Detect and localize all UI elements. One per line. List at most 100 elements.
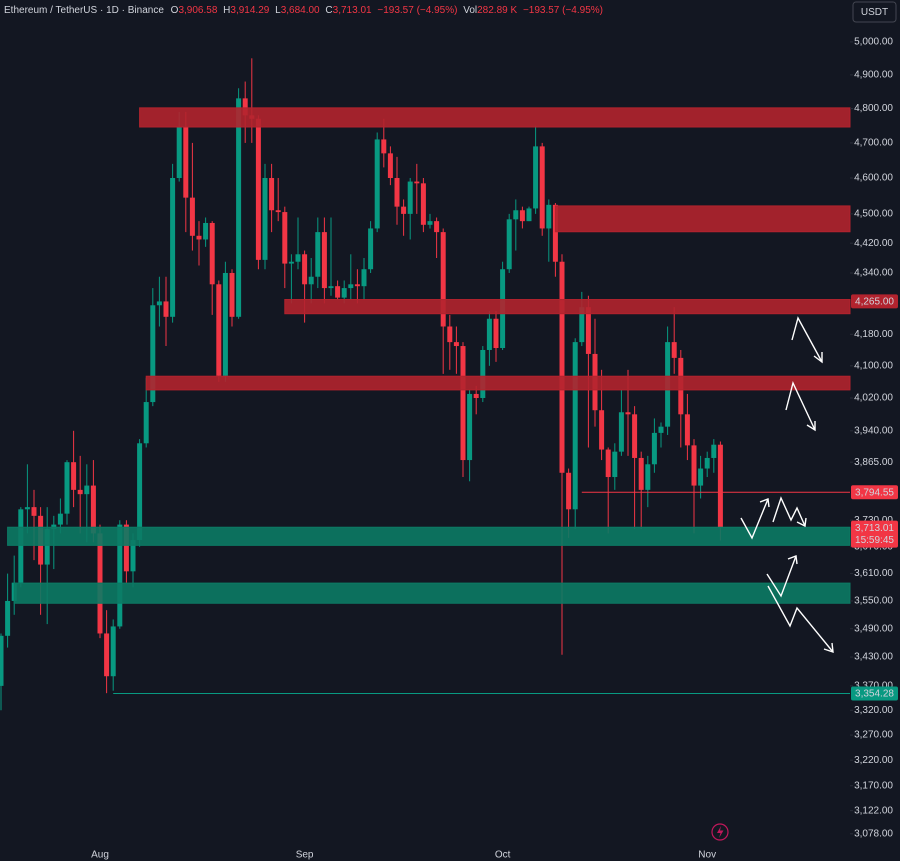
candle-body [513,210,519,220]
candle-body [216,284,222,376]
y-tick-label: 4,420.00 [854,238,893,249]
candle-body [447,326,453,343]
last-price-label: 3,713.01 [855,523,894,534]
candle-body [269,178,275,211]
candle-body [566,472,572,510]
arrow [772,496,806,527]
candle-body [163,301,169,317]
field-value: 3,906.58 [178,5,217,16]
volume: 282.89 K [477,5,517,16]
candle-body [704,457,710,469]
candle-body [189,197,195,236]
arrow-head [787,555,798,565]
candle-body [5,600,11,636]
candle-body [467,393,473,461]
alert-icon[interactable] [711,823,729,841]
candle-body [711,444,717,458]
candle-body [684,414,690,446]
candle-body [427,221,433,225]
candle-body [242,98,248,116]
y-tick-label: 4,500.00 [854,209,893,220]
y-tick-label: 3,940.00 [854,425,893,436]
candle-body [348,284,354,289]
candle-body [368,228,374,270]
candle-body [176,127,182,179]
candle-body [559,261,565,473]
candle-body [84,485,90,495]
x-tick-label: Nov [698,850,716,861]
icon-circle[interactable] [711,823,729,841]
candle-body [321,232,327,289]
candle-body [24,507,30,510]
candle-body [374,139,380,229]
currency-label[interactable]: USDT [861,7,888,18]
y-tick-label: 3,430.00 [854,652,893,663]
legend-header: Ethereum / TetherUS · 1D · Binance O3,90… [4,5,603,16]
candle-body [526,208,532,222]
y-tick-label: 3,170.00 [854,780,893,791]
candle-body [605,449,611,478]
price-label-box [851,485,898,500]
candle-body [407,181,413,214]
price-label-box [851,686,898,701]
candle-body [90,485,96,534]
candle-body [71,462,77,490]
candle-body [401,206,407,214]
candle-body [262,178,268,260]
candle-body [572,342,578,510]
candle-body [651,432,657,465]
candle-body [295,254,301,262]
zone [139,107,851,128]
candle-body [599,410,605,450]
volume-key: Vol [463,5,477,16]
candle-body [203,222,209,240]
candle-body [170,178,176,317]
y-tick-label: 4,800.00 [854,103,893,114]
price-label-box [851,294,898,309]
icon-bolt[interactable] [717,826,724,838]
candle-body [486,318,492,350]
x-tick-label: Sep [296,850,314,861]
zone [13,582,851,604]
y-tick-label: 3,865.00 [854,457,893,468]
candle-body [632,414,638,458]
y-tick-label: 4,100.00 [854,360,893,371]
candle-body [387,153,393,179]
field-value: 3,713.01 [333,5,372,16]
y-tick-label: 4,180.00 [854,329,893,340]
candle-body [638,457,644,490]
y-tick-label: 3,320.00 [854,705,893,716]
candle-body [671,342,677,358]
candle-body [658,426,664,433]
zone [284,299,851,315]
candle-body [546,204,552,229]
y-tick-label: 3,220.00 [854,755,893,766]
field-key: C [325,5,332,16]
candle-body [579,307,585,343]
candle-body [183,127,189,198]
candle-body [440,232,446,327]
candle-body [473,393,479,398]
price-label: 4,265.00 [855,297,894,308]
y-tick-label: 3,270.00 [854,730,893,741]
field-key: L [275,5,281,16]
candle-body [130,540,136,572]
candle-body [282,212,288,264]
candle-body [302,254,308,285]
countdown: 15:59:45 [855,535,894,546]
candle-body [236,98,242,317]
candle-body [209,222,215,285]
candle-body [137,443,143,541]
last-price-box [851,520,898,548]
y-tick-label: 3,610.00 [854,568,893,579]
candle-body [533,146,539,209]
candle-body [229,272,235,317]
candle-body [222,272,228,376]
candle-body [434,221,440,233]
y-tick-label: 3,078.00 [854,828,893,839]
currency-button[interactable] [852,1,897,23]
candle-body [150,305,156,403]
